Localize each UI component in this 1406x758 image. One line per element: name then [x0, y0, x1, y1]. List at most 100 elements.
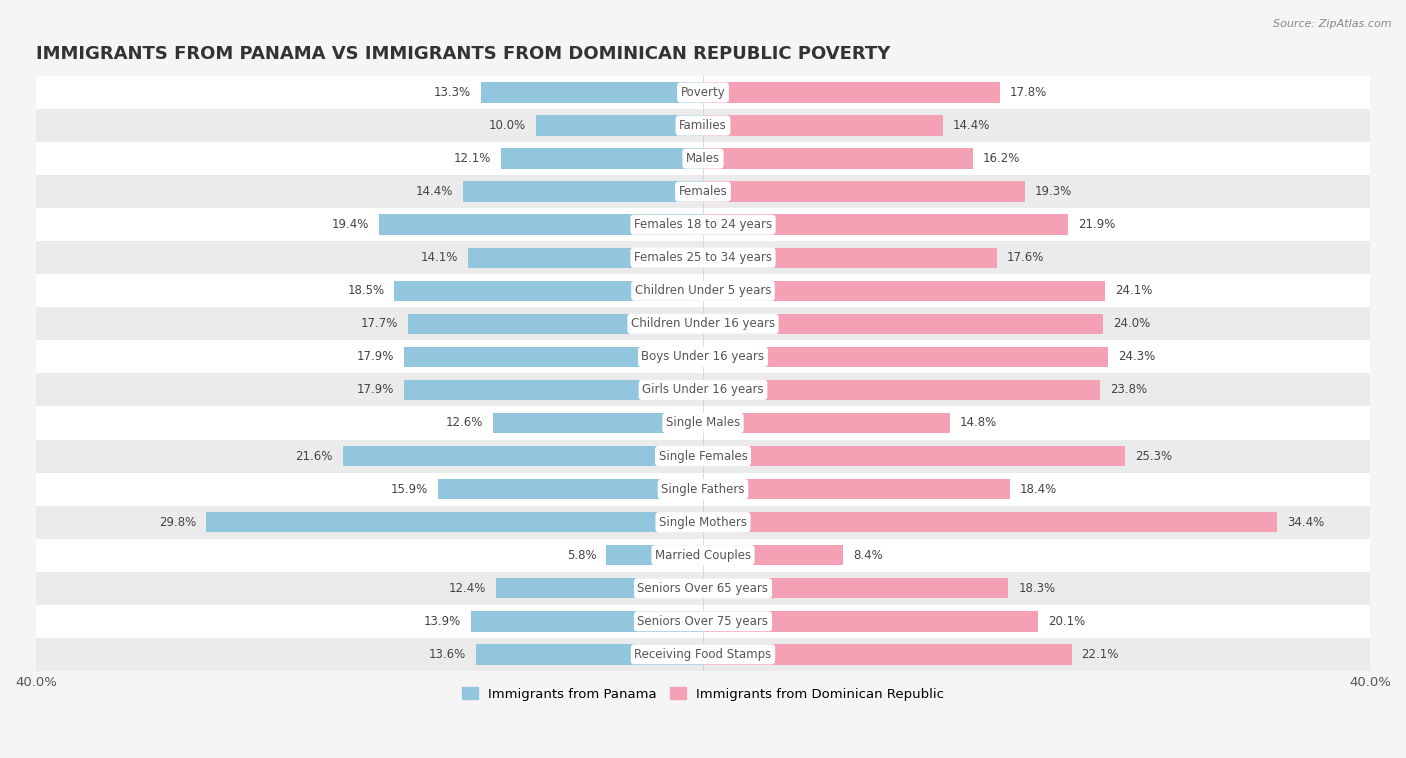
- Bar: [37, 208, 1369, 241]
- Text: 12.6%: 12.6%: [446, 416, 482, 430]
- Text: Males: Males: [686, 152, 720, 165]
- Text: 17.8%: 17.8%: [1010, 86, 1047, 99]
- Text: Girls Under 16 years: Girls Under 16 years: [643, 384, 763, 396]
- Bar: [471, 611, 703, 631]
- Text: 12.1%: 12.1%: [454, 152, 491, 165]
- Text: IMMIGRANTS FROM PANAMA VS IMMIGRANTS FROM DOMINICAN REPUBLIC POVERTY: IMMIGRANTS FROM PANAMA VS IMMIGRANTS FRO…: [37, 45, 890, 64]
- Bar: [536, 115, 703, 136]
- Text: 14.4%: 14.4%: [416, 185, 453, 198]
- Text: 19.3%: 19.3%: [1035, 185, 1073, 198]
- Bar: [37, 307, 1369, 340]
- Bar: [37, 472, 1369, 506]
- Text: Children Under 16 years: Children Under 16 years: [631, 318, 775, 330]
- Bar: [703, 446, 1125, 466]
- Text: 15.9%: 15.9%: [391, 483, 427, 496]
- Bar: [606, 545, 703, 565]
- Text: 20.1%: 20.1%: [1049, 615, 1085, 628]
- Bar: [703, 115, 943, 136]
- Bar: [703, 149, 973, 169]
- Bar: [395, 280, 703, 301]
- Text: Single Mothers: Single Mothers: [659, 515, 747, 528]
- Bar: [496, 578, 703, 599]
- Text: 21.6%: 21.6%: [295, 449, 333, 462]
- Bar: [703, 545, 844, 565]
- Text: Single Males: Single Males: [666, 416, 740, 430]
- Bar: [703, 479, 1010, 500]
- Text: 10.0%: 10.0%: [489, 119, 526, 132]
- Bar: [37, 406, 1369, 440]
- Bar: [37, 175, 1369, 208]
- Bar: [437, 479, 703, 500]
- Text: 16.2%: 16.2%: [983, 152, 1021, 165]
- Bar: [380, 215, 703, 235]
- Bar: [703, 611, 1038, 631]
- Text: 17.6%: 17.6%: [1007, 251, 1043, 265]
- Text: Seniors Over 65 years: Seniors Over 65 years: [637, 581, 769, 595]
- Bar: [703, 181, 1025, 202]
- Text: 24.3%: 24.3%: [1118, 350, 1156, 363]
- Text: 21.9%: 21.9%: [1078, 218, 1115, 231]
- Bar: [463, 181, 703, 202]
- Text: 34.4%: 34.4%: [1286, 515, 1324, 528]
- Text: 13.9%: 13.9%: [425, 615, 461, 628]
- Bar: [494, 413, 703, 434]
- Text: Single Females: Single Females: [658, 449, 748, 462]
- Bar: [501, 149, 703, 169]
- Bar: [408, 314, 703, 334]
- Text: 17.9%: 17.9%: [357, 350, 395, 363]
- Bar: [37, 241, 1369, 274]
- Text: 22.1%: 22.1%: [1081, 648, 1119, 661]
- Bar: [703, 280, 1105, 301]
- Bar: [343, 446, 703, 466]
- Text: Receiving Food Stamps: Receiving Food Stamps: [634, 648, 772, 661]
- Text: 24.1%: 24.1%: [1115, 284, 1153, 297]
- Text: 29.8%: 29.8%: [159, 515, 195, 528]
- Text: 12.4%: 12.4%: [449, 581, 486, 595]
- Bar: [481, 83, 703, 103]
- Text: 14.4%: 14.4%: [953, 119, 990, 132]
- Bar: [405, 380, 703, 400]
- Text: 5.8%: 5.8%: [567, 549, 596, 562]
- Bar: [37, 374, 1369, 406]
- Bar: [37, 440, 1369, 472]
- Text: Females 25 to 34 years: Females 25 to 34 years: [634, 251, 772, 265]
- Text: 18.3%: 18.3%: [1018, 581, 1056, 595]
- Text: 14.1%: 14.1%: [420, 251, 458, 265]
- Text: Married Couples: Married Couples: [655, 549, 751, 562]
- Text: 18.5%: 18.5%: [347, 284, 384, 297]
- Text: 24.0%: 24.0%: [1114, 318, 1150, 330]
- Text: Poverty: Poverty: [681, 86, 725, 99]
- Bar: [37, 605, 1369, 637]
- Text: 23.8%: 23.8%: [1109, 384, 1147, 396]
- Bar: [703, 380, 1099, 400]
- Text: Source: ZipAtlas.com: Source: ZipAtlas.com: [1274, 19, 1392, 29]
- Bar: [37, 142, 1369, 175]
- Bar: [37, 109, 1369, 142]
- Text: Single Fathers: Single Fathers: [661, 483, 745, 496]
- Text: Boys Under 16 years: Boys Under 16 years: [641, 350, 765, 363]
- Text: Females 18 to 24 years: Females 18 to 24 years: [634, 218, 772, 231]
- Bar: [703, 314, 1104, 334]
- Text: Children Under 5 years: Children Under 5 years: [634, 284, 772, 297]
- Bar: [37, 539, 1369, 572]
- Text: Families: Families: [679, 119, 727, 132]
- Bar: [477, 644, 703, 665]
- Text: 18.4%: 18.4%: [1019, 483, 1057, 496]
- Bar: [37, 274, 1369, 307]
- Bar: [703, 83, 1000, 103]
- Bar: [703, 215, 1069, 235]
- Text: 13.6%: 13.6%: [429, 648, 467, 661]
- Bar: [703, 248, 997, 268]
- Text: 25.3%: 25.3%: [1135, 449, 1173, 462]
- Bar: [703, 512, 1277, 532]
- Text: Seniors Over 75 years: Seniors Over 75 years: [637, 615, 769, 628]
- Text: 17.7%: 17.7%: [360, 318, 398, 330]
- Bar: [405, 346, 703, 367]
- Text: 17.9%: 17.9%: [357, 384, 395, 396]
- Bar: [468, 248, 703, 268]
- Bar: [703, 413, 950, 434]
- Bar: [703, 578, 1008, 599]
- Text: Females: Females: [679, 185, 727, 198]
- Text: 14.8%: 14.8%: [960, 416, 997, 430]
- Text: 19.4%: 19.4%: [332, 218, 370, 231]
